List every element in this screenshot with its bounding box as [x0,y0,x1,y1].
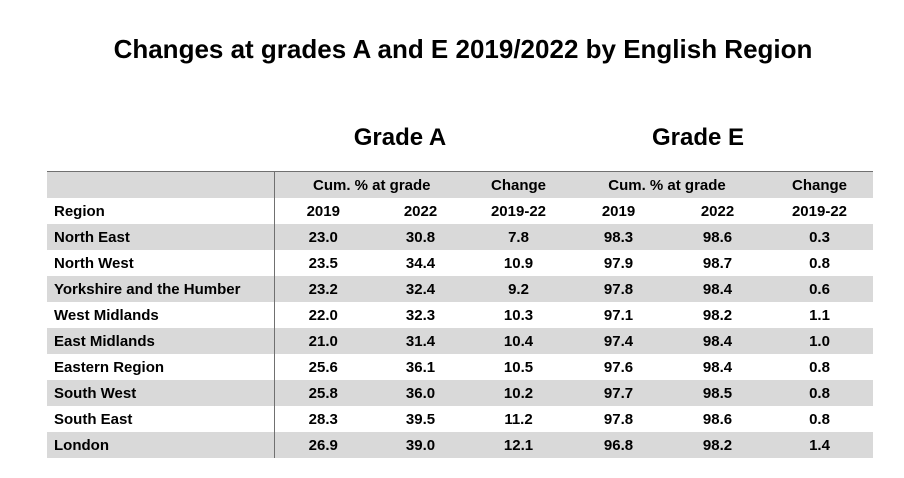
region-cell: South West [47,380,275,406]
header-blank-cell [47,171,275,198]
grade-a-2019-cell: 23.2 [274,276,372,302]
header-region: Region [47,198,275,224]
table-row: South West 25.8 36.0 10.2 97.7 98.5 0.8 [47,380,873,406]
header-change-e: Change [766,171,873,198]
regional-grades-table: Cum. % at grade Change Cum. % at grade C… [47,171,873,458]
grade-e-2022-cell: 98.4 [669,276,766,302]
grade-e-2019-cell: 98.3 [568,224,669,250]
region-cell: Yorkshire and the Humber [47,276,275,302]
region-cell: London [47,432,275,458]
grade-e-change-cell: 0.6 [766,276,873,302]
grade-e-change-cell: 1.0 [766,328,873,354]
header-range-a: 2019-22 [490,202,547,220]
table-row: Eastern Region 25.6 36.1 10.5 97.6 98.4 0.8 [47,354,873,380]
grade-a-2022-cell: 36.1 [405,358,436,376]
grade-e-2019-cell: 97.9 [603,254,634,272]
grade-e-2022-cell: 98.7 [702,254,733,272]
region-cell: East Midlands [47,328,275,354]
header-2022-e: 2022 [700,202,735,220]
region-cell: North West [47,250,275,276]
grade-a-2019-cell: 25.8 [274,380,372,406]
grade-a-change-cell: 12.1 [469,432,568,458]
table-row: Yorkshire and the Humber 23.2 32.4 9.2 97.8 9… [47,276,873,302]
grade-e-change-cell: 0.8 [766,380,873,406]
grade-e-2022-cell: 98.6 [702,410,733,428]
grade-a-change-cell: 10.3 [503,306,534,324]
grade-a-change-cell: 10.5 [503,358,534,376]
header-cum-grade-a: Cum. % at grade [274,171,469,198]
grade-e-change-cell: 1.1 [809,306,830,324]
grade-e-2022-cell: 98.6 [669,224,766,250]
table-row: North East 23.0 30.8 7.8 98.3 98.6 0.3 [47,224,873,250]
grade-a-2019-cell: 23.5 [308,254,338,272]
grade-a-2019-cell: 28.3 [308,410,338,428]
table-row: West Midlands 22.0 32.3 10.3 97.1 98.2 1.1 [47,302,873,328]
grade-e-2019-cell: 97.7 [568,380,669,406]
grade-e-2022-cell: 98.4 [702,358,733,376]
table-row: East Midlands 21.0 31.4 10.4 97.4 98.4 1.0 [47,328,873,354]
grade-e-2019-cell: 97.4 [568,328,669,354]
grade-a-2019-cell: 25.6 [308,358,338,376]
grade-a-2022-cell: 36.0 [372,380,469,406]
grade-e-2019-cell: 97.8 [568,276,669,302]
header-2019-e: 2019 [601,202,636,220]
grade-e-change-cell: 0.8 [809,358,830,376]
header-2022-a: 2022 [403,202,438,220]
grade-e-2019-cell: 96.8 [568,432,669,458]
grade-e-2019-cell: 97.6 [603,358,634,376]
header-change-a: Change [469,171,568,198]
grade-a-heading: Grade A [353,124,447,151]
header-cum-grade-e: Cum. % at grade [568,171,766,198]
grade-a-2019-cell: 26.9 [274,432,372,458]
grade-e-heading: Grade E [651,124,745,151]
grade-a-2022-cell: 32.4 [372,276,469,302]
grade-a-2019-cell: 21.0 [274,328,372,354]
header-2019-a: 2019 [306,202,340,220]
grade-a-2019-cell: 23.0 [274,224,372,250]
grade-e-change-cell: 1.4 [766,432,873,458]
grade-a-change-cell: 11.2 [504,410,533,428]
grade-a-change-cell: 7.8 [469,224,568,250]
table-row: North West 23.5 34.4 10.9 97.9 98.7 0.8 [47,250,873,276]
page-title: Changes at grades A and E 2019/2022 by E… [113,34,813,64]
region-cell: North East [47,224,275,250]
grade-e-change-cell: 0.8 [809,410,830,428]
grade-e-2019-cell: 97.1 [603,306,634,324]
grade-e-change-cell: 0.8 [809,254,830,272]
table-row: London 26.9 39.0 12.1 96.8 98.2 1.4 [47,432,873,458]
header-row-2: Region 2019 2022 2019-22 2019 2022 2019-… [47,198,873,224]
region-cell: Eastern Region [47,354,275,380]
grade-a-change-cell: 10.2 [469,380,568,406]
grade-a-2022-cell: 34.4 [405,254,436,272]
table-row: South East 28.3 39.5 11.2 97.8 98.6 0.8 [47,406,873,432]
grade-a-2022-cell: 31.4 [372,328,469,354]
grade-a-change-cell: 10.9 [503,254,534,272]
region-cell: South East [47,406,275,432]
grade-a-2022-cell: 32.3 [405,306,436,324]
grade-e-2022-cell: 98.2 [669,432,766,458]
grade-a-2022-cell: 39.5 [405,410,436,428]
header-range-e: 2019-22 [791,202,848,220]
header-row-1: Cum. % at grade Change Cum. % at grade C… [47,171,873,198]
grade-e-2019-cell: 97.8 [603,410,634,428]
grade-a-2019-cell: 22.0 [308,306,338,324]
region-cell: West Midlands [47,302,275,328]
grade-a-change-cell: 9.2 [469,276,568,302]
grade-e-2022-cell: 98.4 [669,328,766,354]
grade-a-2022-cell: 30.8 [372,224,469,250]
grade-a-2022-cell: 39.0 [372,432,469,458]
grade-a-change-cell: 10.4 [469,328,568,354]
grade-e-2022-cell: 98.2 [702,306,733,324]
grade-e-2022-cell: 98.5 [669,380,766,406]
grade-e-change-cell: 0.3 [766,224,873,250]
table-body: North East 23.0 30.8 7.8 98.3 98.6 0.3 North We… [47,224,873,458]
